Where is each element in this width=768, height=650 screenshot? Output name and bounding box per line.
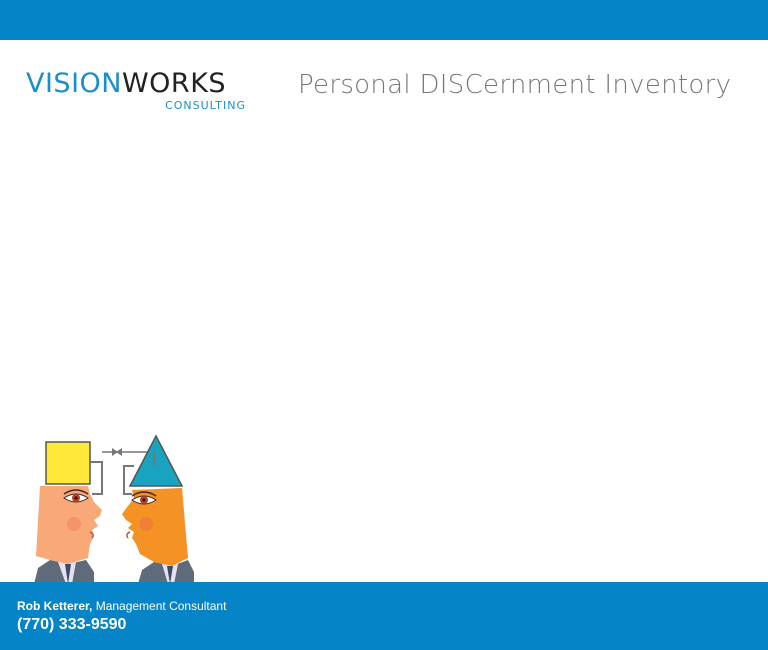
two-heads-illustration [34,434,194,584]
left-head-icon [34,441,103,584]
right-face [122,488,188,566]
top-banner [0,0,768,40]
connector-icon [102,448,154,456]
logo-consulting-text: CONSULTING [165,99,246,112]
logo-works-text: WORKS [121,68,227,99]
teal-triangle [128,434,184,487]
right-head-icon [122,434,194,584]
phone-number: (770) 333-9590 [17,616,127,633]
contact-line: Rob Ketterer, Management Consultant [17,599,226,613]
consultant-name: Rob Ketterer, [17,599,93,613]
logo-wordmark: VISIONWORKS [26,68,248,100]
visionworks-logo: VISIONWORKS CONSULTING [26,68,248,112]
page-title: Personal DISCernment Inventory [298,70,732,100]
bottom-banner [0,582,768,650]
logo-vision-text: VISION [26,68,122,99]
yellow-square [45,441,91,485]
consultant-role: Management Consultant [92,599,227,613]
